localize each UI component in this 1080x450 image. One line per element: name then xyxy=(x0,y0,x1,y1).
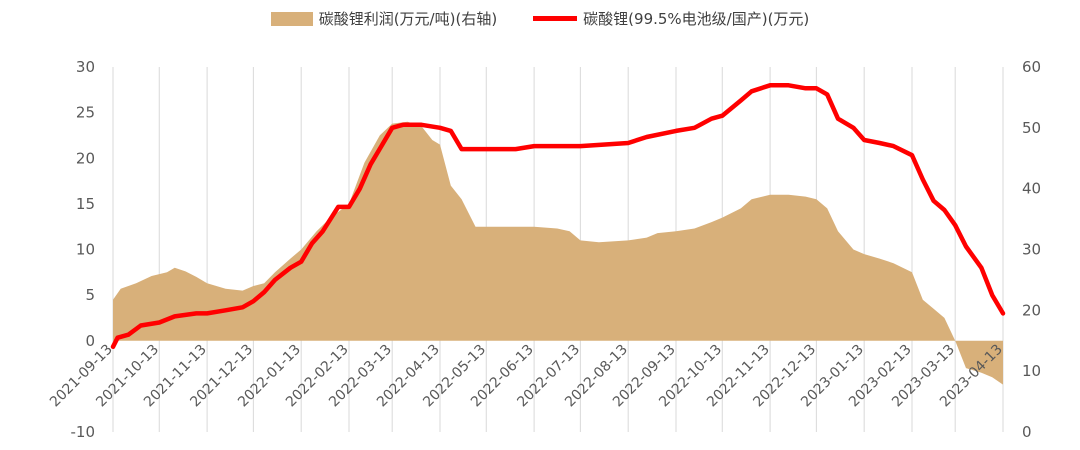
y-left-tick-label: 25 xyxy=(76,104,95,122)
y-right-tick-label: 50 xyxy=(1022,119,1041,137)
legend-label-profit: 碳酸锂利润(万元/吨)(右轴) xyxy=(318,10,498,28)
y-right-tick-label: 10 xyxy=(1022,362,1041,380)
y-right-tick-label: 60 xyxy=(1022,58,1041,76)
y-right-tick-label: 0 xyxy=(1022,423,1032,441)
y-left-tick-label: 0 xyxy=(85,332,95,350)
series-area-profit xyxy=(113,121,1003,385)
legend-item-profit[interactable]: 碳酸锂利润(万元/吨)(右轴) xyxy=(270,8,498,29)
y-left-tick-label: 20 xyxy=(76,149,95,167)
chart-legend: 碳酸锂利润(万元/吨)(右轴) 碳酸锂(99.5%电池级/国产)(万元) xyxy=(0,8,1080,29)
y-left-tick-label: -10 xyxy=(71,423,96,441)
y-left-tick-label: 30 xyxy=(76,58,95,76)
y-left-tick-label: 10 xyxy=(76,241,95,259)
legend-swatch-area xyxy=(270,11,313,26)
series-line-price xyxy=(110,83,1006,350)
y-right-tick-label: 30 xyxy=(1022,241,1041,259)
y-right-tick-label: 20 xyxy=(1022,301,1041,319)
legend-swatch-line xyxy=(533,16,578,21)
legend-item-price[interactable]: 碳酸锂(99.5%电池级/国产)(万元) xyxy=(533,8,809,29)
legend-label-price: 碳酸锂(99.5%电池级/国产)(万元) xyxy=(583,10,810,28)
y-left-tick-label: 15 xyxy=(76,195,95,213)
y-left-tick-label: 5 xyxy=(85,286,95,304)
y-right-tick-label: 40 xyxy=(1022,180,1041,198)
